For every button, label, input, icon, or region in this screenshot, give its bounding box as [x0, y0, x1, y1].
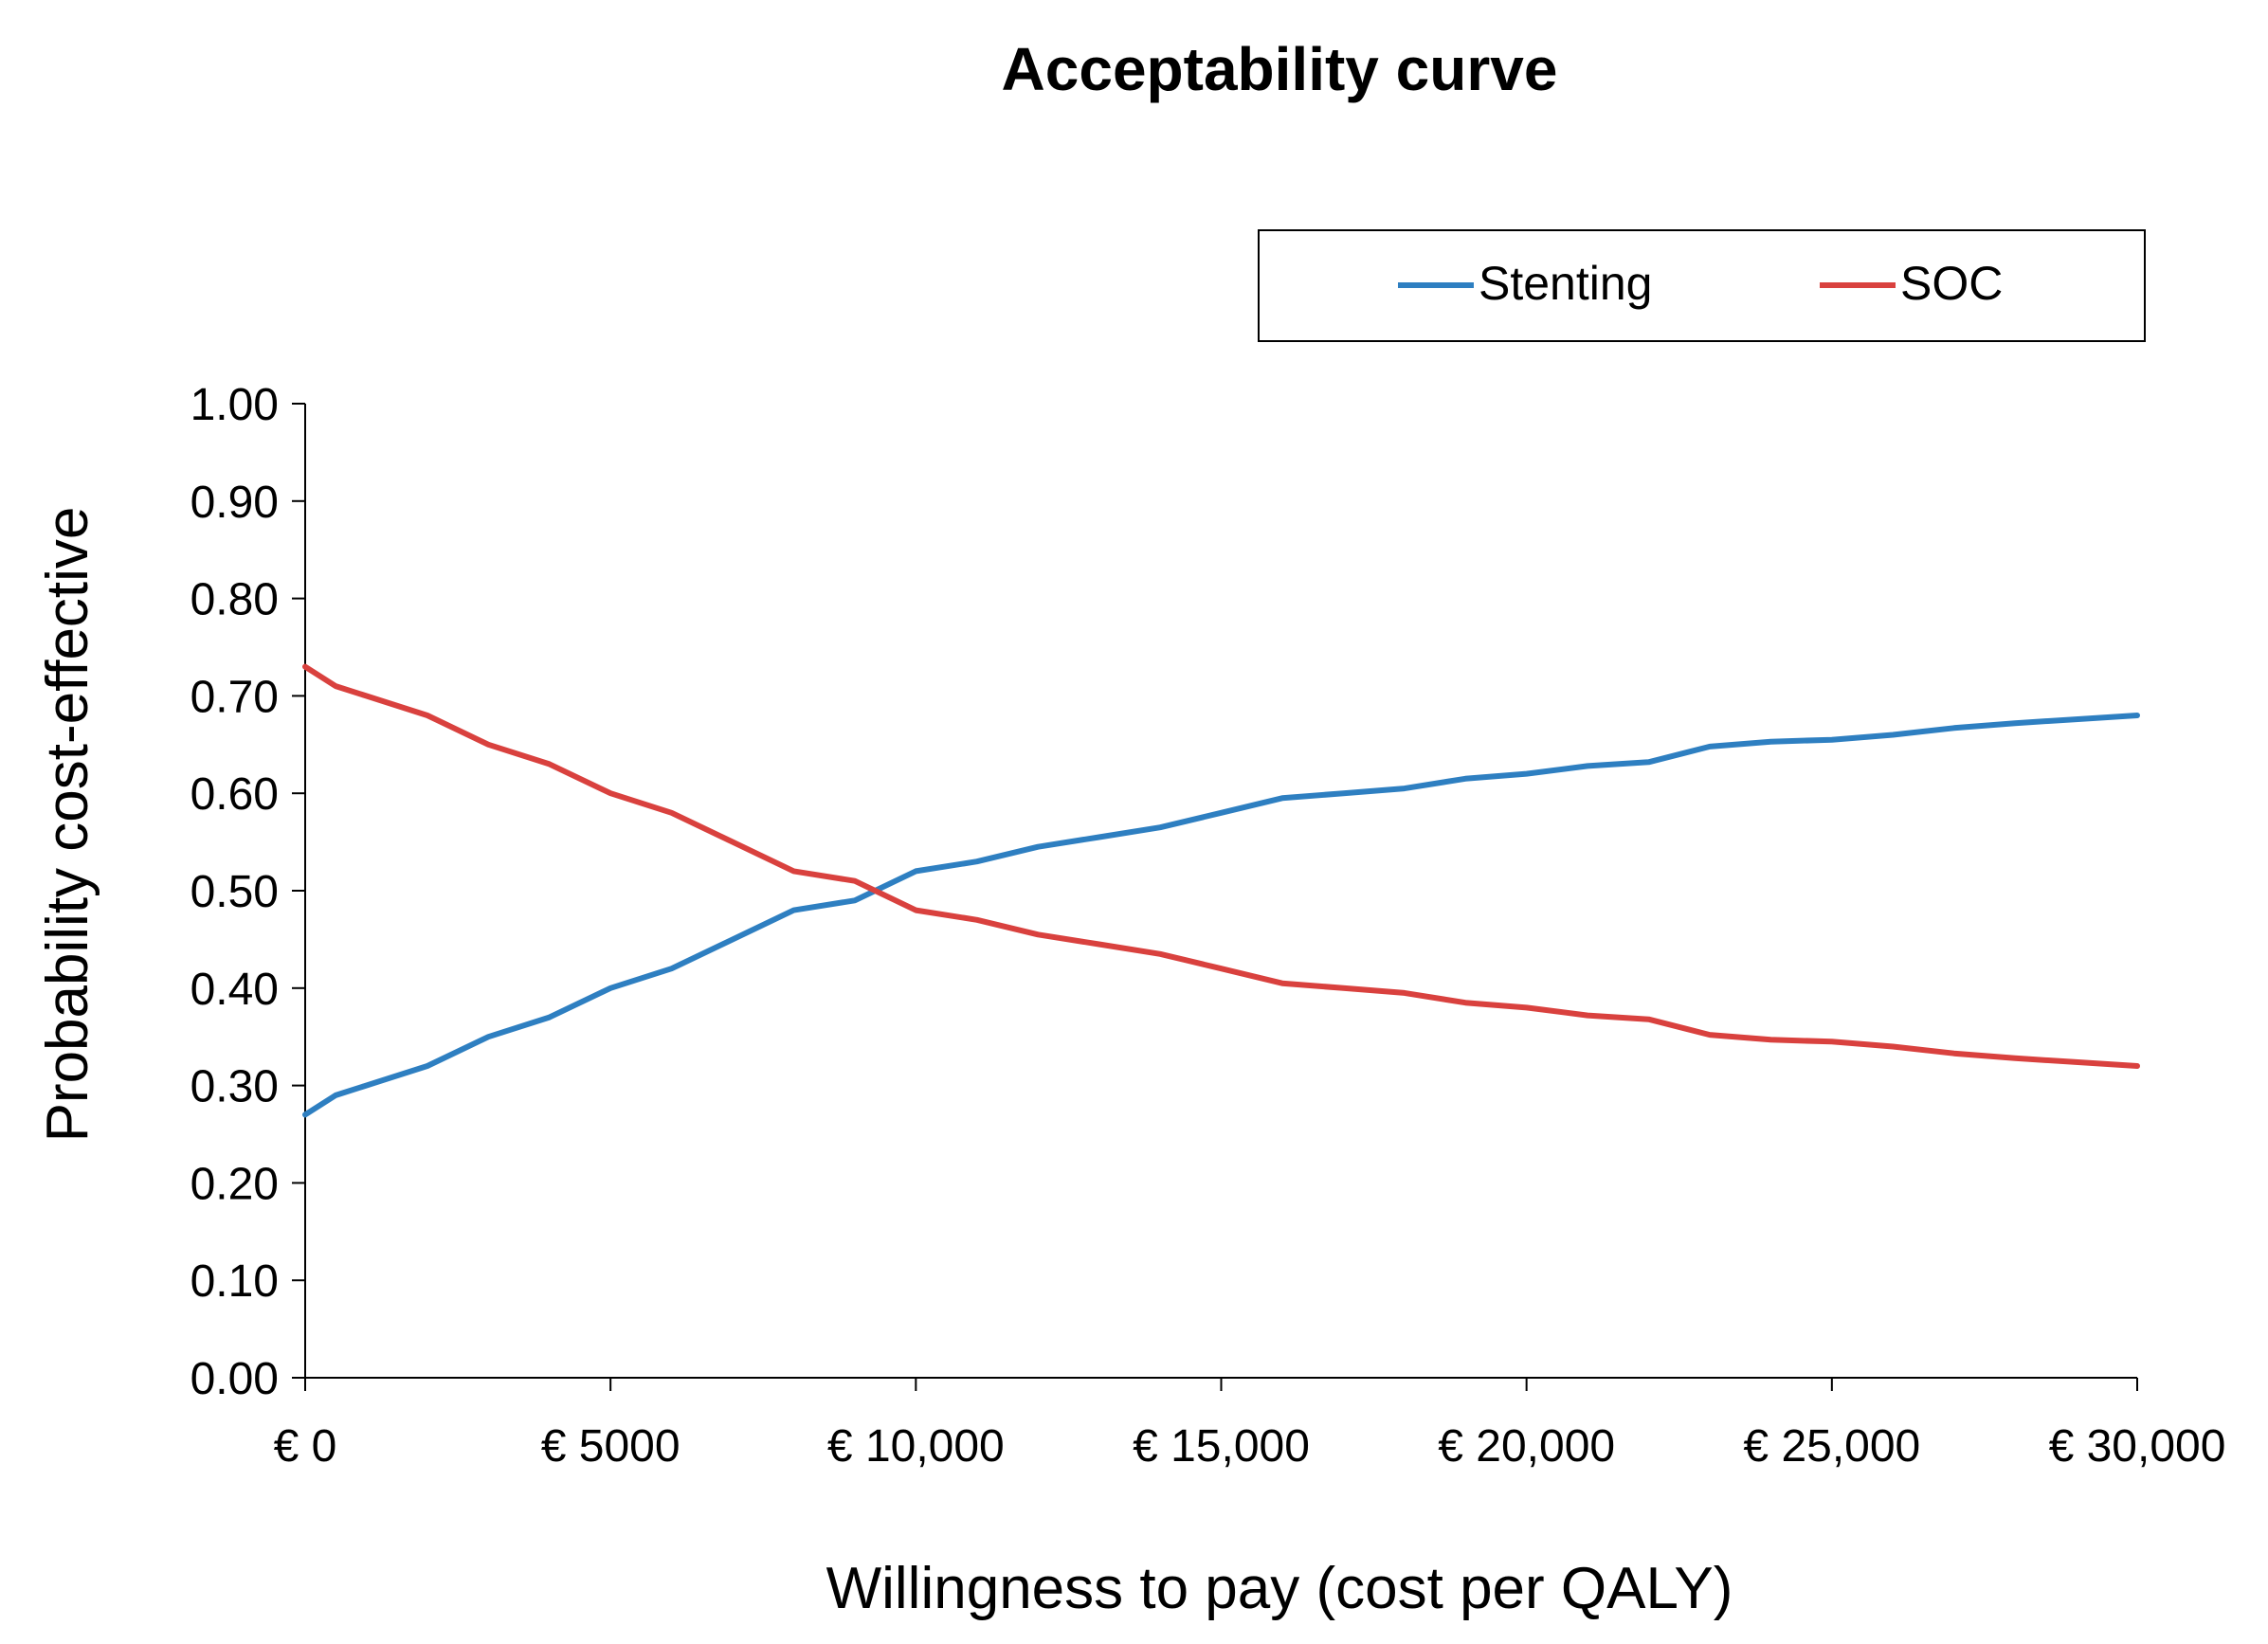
y-axis: 0.00 0.10 0.20 0.30 0.40 0.50 0.60 0.70 0.80 0.90…	[191, 380, 306, 1404]
chart-title: Acceptability curve	[1002, 35, 1558, 103]
y-tick-label: 0.50	[191, 867, 279, 917]
x-tick-label: € 10,000	[827, 1421, 1005, 1472]
x-axis: € 0 € 5000 € 10,000 € 15,000 € 20,000 € 25,00…	[274, 1377, 2226, 1472]
y-tick-label: 0.00	[191, 1354, 279, 1404]
x-tick-label: € 30,000	[2049, 1421, 2226, 1472]
x-tick-label: € 25,000	[1743, 1421, 1920, 1472]
x-tick-label: € 15,000	[1133, 1421, 1310, 1472]
y-tick-label: 1.00	[191, 380, 279, 430]
series-line-soc	[302, 663, 2140, 1069]
series-line-stenting	[302, 713, 2140, 1118]
x-axis-title: Willingness to pay (cost per QALY)	[826, 1556, 1733, 1621]
y-tick-label: 0.60	[191, 769, 279, 820]
x-tick-label: € 0	[274, 1421, 337, 1472]
y-tick-label: 0.20	[191, 1159, 279, 1209]
legend-label-stenting: Stenting	[1479, 257, 1652, 310]
y-tick-label: 0.80	[191, 575, 279, 625]
y-tick-label: 0.40	[191, 965, 279, 1015]
y-axis-title: Probability cost-effective	[35, 507, 100, 1143]
series-layer	[302, 663, 2140, 1118]
legend-box	[1258, 229, 2146, 342]
y-tick-label: 0.70	[191, 672, 279, 722]
x-tick-label: € 5000	[541, 1421, 680, 1472]
y-tick-label: 0.30	[191, 1062, 279, 1112]
legend-label-soc: SOC	[1900, 257, 2003, 310]
legend: Stenting SOC	[1258, 229, 2146, 342]
y-tick-label: 0.10	[191, 1256, 279, 1307]
x-tick-label: € 20,000	[1438, 1421, 1615, 1472]
y-tick-label: 0.90	[191, 478, 279, 528]
